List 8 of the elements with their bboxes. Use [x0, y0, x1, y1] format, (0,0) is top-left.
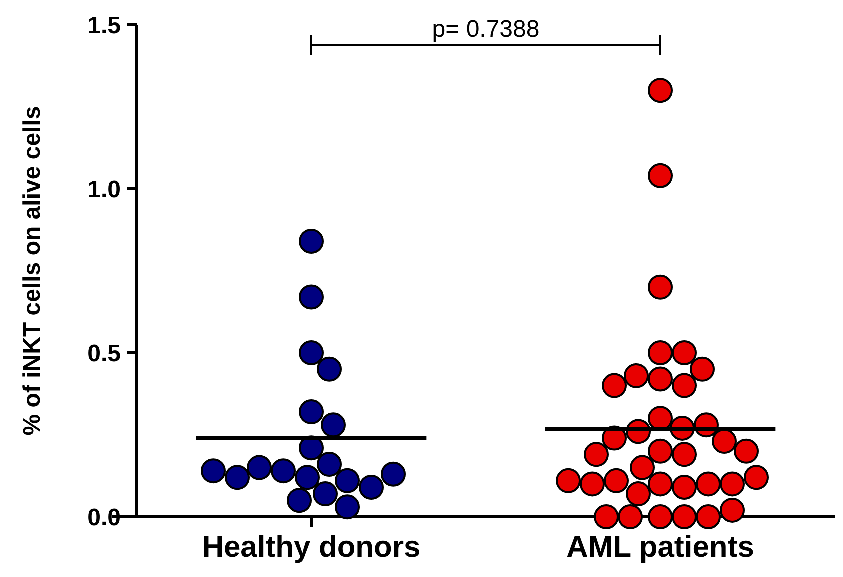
y-axis-title: % of iNKT cells on alive cells — [19, 106, 46, 436]
annotation: p= 0.7388 — [432, 16, 540, 43]
x-tick-label: Healthy donors — [202, 531, 421, 564]
y-tick-label: 1.5 — [88, 12, 121, 40]
y-tick-label: 1.0 — [88, 176, 121, 204]
x-tick-label: AML patients — [566, 531, 754, 564]
y-tick-label: 0.0 — [88, 504, 121, 532]
y-tick-label: 0.5 — [88, 340, 121, 368]
